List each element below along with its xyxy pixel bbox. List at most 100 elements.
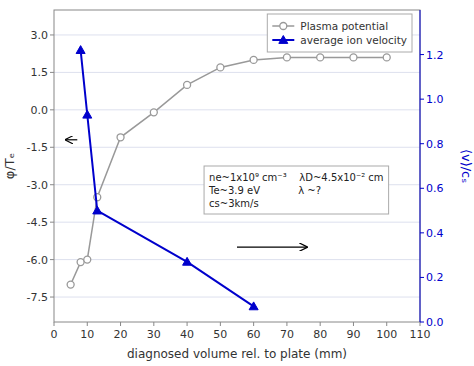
x-tick — [253, 322, 254, 326]
y-tick-label: -4.5 — [27, 216, 48, 229]
plot-area — [66, 46, 391, 310]
point — [250, 56, 257, 63]
x-tick-label: 20 — [114, 328, 128, 341]
y2-tick — [420, 277, 424, 278]
y-tick-label: 0.0 — [31, 104, 49, 117]
y-tick — [50, 184, 54, 185]
x-tick-label: 100 — [376, 328, 397, 341]
point — [84, 256, 91, 263]
x-tick-label: 0 — [51, 328, 58, 341]
y2-tick-label: 0.4 — [426, 227, 444, 240]
y-tick-label: -1.5 — [27, 141, 48, 154]
y-tick-label: -7.5 — [27, 291, 48, 304]
point — [249, 302, 258, 310]
arrow — [237, 247, 307, 248]
point — [117, 134, 124, 141]
x-tick — [87, 322, 88, 326]
y-tick — [50, 297, 54, 298]
y-tick-label: 1.5 — [31, 66, 49, 79]
y2-tick — [420, 188, 424, 189]
grid — [54, 35, 420, 297]
x-axis-label: diagnosed volume rel. to plate (mm) — [127, 347, 347, 361]
legend-marker — [279, 36, 288, 44]
arrow — [66, 139, 78, 140]
x-tick-label: 60 — [247, 328, 261, 341]
point — [350, 54, 357, 61]
y2-axis-line — [420, 10, 421, 322]
x-tick — [286, 322, 287, 326]
y-tick — [50, 147, 54, 148]
legend-marker — [280, 23, 287, 30]
grid-line — [54, 72, 420, 73]
series — [67, 54, 390, 288]
y-tick — [50, 109, 54, 110]
x-tick-label: 110 — [410, 328, 431, 341]
point — [283, 54, 290, 61]
y2-tick — [420, 54, 424, 55]
x-tick — [386, 322, 387, 326]
annotation-text: cs~3km/s — [209, 198, 259, 209]
y2-tick-label: 0.2 — [426, 271, 444, 284]
y-tick-label: -6.0 — [27, 254, 48, 267]
y2-tick-label: 1.0 — [426, 93, 444, 106]
grid-line — [54, 222, 420, 223]
x-tick — [120, 322, 121, 326]
y-tick — [50, 222, 54, 223]
y-axis: -7.5 -6.0 -4.5 -3.0 -1.5 0.0 1.5 3.0 — [27, 29, 54, 304]
y-axis-label: φ/Tₑ — [2, 153, 17, 179]
x-tick — [420, 322, 421, 326]
point — [83, 110, 92, 118]
x-axis: 0 10 20 30 40 50 60 70 80 90 100 110 — [51, 322, 431, 341]
legend-box — [267, 14, 412, 52]
y2-tick — [420, 99, 424, 100]
x-tick — [54, 322, 55, 326]
x-tick — [153, 322, 154, 326]
x-tick-label: 40 — [180, 328, 194, 341]
x-tick — [220, 322, 221, 326]
grid-line — [54, 259, 420, 260]
point — [217, 64, 224, 71]
chart: 0 10 20 30 40 50 60 70 80 90 100 110 diagnosed volum… — [0, 0, 474, 366]
x-tick — [187, 322, 188, 326]
y2-tick — [420, 143, 424, 144]
plot-frame — [54, 10, 420, 322]
legend: Plasma potentialaverage ion velocity — [267, 14, 412, 52]
y2-tick — [420, 232, 424, 233]
point — [150, 109, 157, 116]
x-tick-label: 70 — [280, 328, 294, 341]
grid-line — [54, 109, 420, 110]
point — [93, 206, 102, 214]
x-tick — [353, 322, 354, 326]
point — [383, 54, 390, 61]
grid-line — [54, 297, 420, 298]
y2-axis-label: ⟨v⟩/cₛ — [459, 149, 474, 183]
y2-tick-label: 0.0 — [426, 316, 444, 329]
y2-axis: 0.0 0.2 0.4 0.6 0.8 1.0 1.2 — [420, 49, 444, 329]
point — [184, 81, 191, 88]
annotation-text: Te~3.9 eV λ ~? — [208, 185, 321, 196]
y-tick-label: -3.0 — [27, 179, 48, 192]
x-tick-label: 10 — [80, 328, 94, 341]
y2-tick-label: 0.6 — [426, 182, 444, 195]
grid-line — [54, 147, 420, 148]
annotation-box — [204, 166, 389, 214]
x-tick-label: 30 — [147, 328, 161, 341]
annotation: ne~1x10⁹ cm⁻³ λD~4.5x10⁻² cm Te~3.9 eV λ … — [204, 166, 389, 214]
y-tick — [50, 34, 54, 35]
point — [77, 259, 84, 266]
point — [76, 46, 85, 54]
y-tick — [50, 72, 54, 73]
point — [317, 54, 324, 61]
y-tick — [50, 259, 54, 260]
annotation-text: ne~1x10⁹ cm⁻³ λD~4.5x10⁻² cm — [209, 172, 384, 183]
x-tick — [320, 322, 321, 326]
x-tick-label: 80 — [313, 328, 327, 341]
y2-tick-label: 0.8 — [426, 138, 444, 151]
x-tick-label: 90 — [346, 328, 360, 341]
y-tick-label: 3.0 — [31, 29, 49, 42]
y2-tick-label: 1.2 — [426, 49, 444, 62]
point — [183, 257, 192, 265]
y2-tick — [420, 322, 424, 323]
legend-label: average ion velocity — [300, 34, 407, 46]
x-tick-label: 50 — [213, 328, 227, 341]
